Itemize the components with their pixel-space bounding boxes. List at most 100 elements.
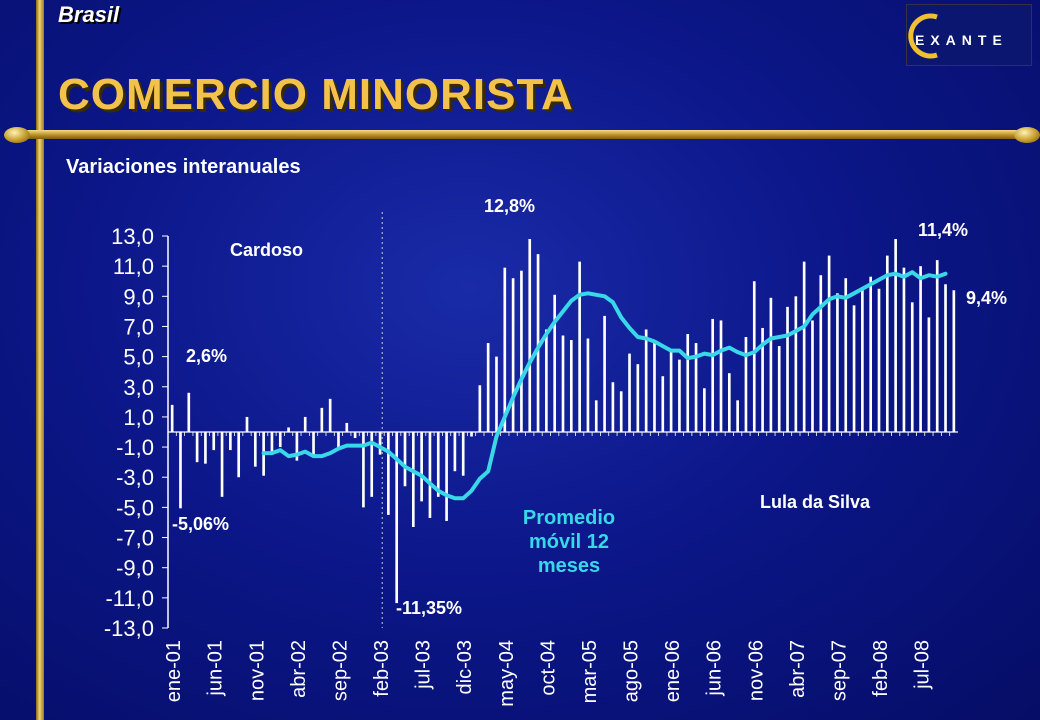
bar	[486, 343, 490, 432]
bar	[636, 364, 640, 432]
bar	[869, 276, 873, 432]
x-tick-label: nov-01	[246, 640, 268, 701]
bar	[229, 432, 232, 451]
bar	[769, 297, 773, 432]
bar	[520, 270, 523, 432]
bar	[253, 432, 257, 467]
annotation-first-max: 2,6%	[186, 346, 228, 366]
x-tick-label: may-04	[496, 640, 518, 707]
gold-vertical-stripe	[36, 0, 44, 720]
y-tick-label: -7,0	[116, 526, 154, 551]
bar	[586, 338, 590, 432]
exante-logo: EXANTE	[906, 4, 1032, 66]
bar	[594, 400, 598, 432]
rule-left-knob	[4, 127, 30, 143]
bar	[802, 261, 806, 432]
bar	[694, 343, 698, 432]
annotation-overall-max: 12,8%	[484, 196, 536, 216]
bar	[777, 346, 781, 432]
bar	[411, 432, 415, 527]
y-tick-label: -3,0	[116, 465, 154, 490]
country-label: Brasil	[58, 2, 120, 27]
bar	[852, 305, 856, 432]
annotation-overall-min: -11,35%	[396, 598, 463, 618]
bar	[819, 275, 823, 432]
bar	[844, 278, 848, 432]
bar	[395, 432, 399, 604]
bar	[328, 398, 332, 432]
bar	[811, 320, 814, 432]
bar	[370, 432, 374, 497]
bar	[736, 400, 739, 432]
y-tick-label: 7,0	[123, 314, 154, 339]
bar	[495, 356, 498, 432]
bar	[312, 432, 315, 458]
bar	[877, 288, 881, 432]
x-tick-label: oct-04	[537, 640, 559, 696]
bar	[436, 432, 440, 497]
x-tick-label: jun-01	[205, 640, 227, 697]
x-tick-label: jul-08	[912, 640, 934, 690]
bar	[935, 260, 939, 432]
bar	[902, 267, 906, 432]
y-tick-label: 13,0	[111, 224, 154, 249]
bar	[204, 432, 207, 464]
y-tick-label: 9,0	[123, 284, 154, 309]
bar	[761, 327, 764, 432]
bar	[910, 302, 914, 432]
bar	[885, 255, 889, 432]
logo-text: EXANTE	[915, 32, 1008, 48]
annotation-moving-average: Promedio móvil 12 meses	[522, 507, 616, 577]
bar	[719, 320, 723, 432]
annotation-last-value: 9,4%	[966, 288, 1008, 308]
y-tick-label: -5,0	[116, 495, 154, 520]
x-tick-label: ene-01	[163, 640, 185, 702]
y-tick-label: 3,0	[123, 375, 154, 400]
y-tick-label: 11,0	[113, 254, 154, 279]
annotation-lula: Lula da Silva	[760, 492, 871, 512]
bar	[420, 432, 423, 502]
bar	[927, 317, 931, 432]
bar	[428, 432, 432, 518]
bar	[503, 267, 507, 432]
bar	[952, 290, 956, 432]
bar	[237, 432, 241, 478]
bar	[661, 376, 665, 432]
bar	[170, 404, 174, 432]
bar	[686, 334, 690, 432]
bar	[445, 432, 448, 521]
chart-subtitle: Variaciones interanuales	[66, 156, 301, 178]
bar	[669, 352, 673, 432]
x-tick-label: jun-06	[704, 640, 726, 697]
bar	[179, 432, 182, 509]
bar	[195, 432, 199, 463]
x-tick-label: mar-05	[579, 640, 601, 703]
bar	[478, 385, 482, 432]
bar	[453, 432, 457, 472]
bar	[628, 353, 631, 432]
bar	[528, 239, 532, 432]
page-title: COMERCIO MINORISTA	[58, 70, 574, 119]
bar	[320, 407, 324, 432]
bar	[295, 432, 299, 461]
bar	[794, 296, 798, 432]
bar	[561, 335, 565, 432]
y-tick-label: -1,0	[116, 435, 154, 460]
bar	[711, 318, 715, 432]
y-tick-label: -11,0	[105, 586, 154, 611]
bar	[270, 432, 274, 454]
bar	[212, 432, 216, 451]
bar	[919, 266, 922, 432]
bar	[403, 432, 407, 487]
bar	[619, 391, 623, 432]
bar	[653, 340, 656, 432]
bar	[578, 261, 581, 432]
bar	[245, 416, 249, 432]
annotation-recent-max: 11,4%	[918, 220, 969, 240]
x-tick-label: abr-02	[288, 640, 310, 698]
bar	[603, 315, 606, 432]
gold-horizontal-rule	[12, 130, 1030, 139]
bar	[827, 255, 831, 432]
